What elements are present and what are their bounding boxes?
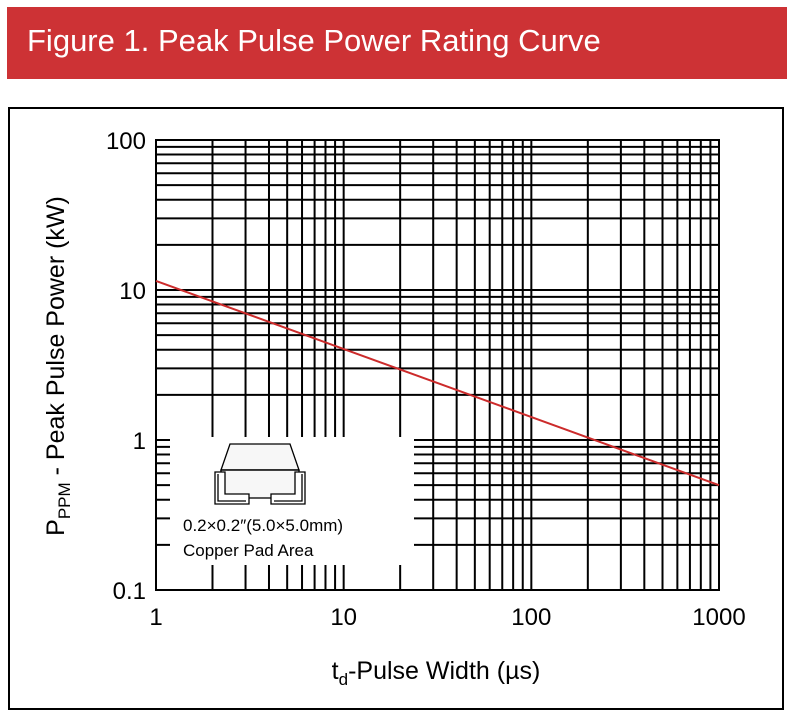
chart-frame (8, 107, 784, 710)
x-tick-label: 100 (511, 604, 551, 631)
figure-title: Figure 1. Peak Pulse Power Rating Curve (27, 23, 601, 58)
inset-pad-size: 0.2×0.2″(5.0×5.0mm) (183, 516, 343, 535)
title-bar: Figure 1. Peak Pulse Power Rating Curve (7, 7, 787, 79)
plot-border (155, 139, 720, 591)
y-tick-label: 100 (106, 128, 146, 155)
x-axis-label: td-Pulse Width (µs) (332, 657, 541, 689)
series-line (155, 279, 720, 487)
x-tick-label: 1000 (692, 604, 745, 631)
x-tick-label: 10 (330, 604, 357, 631)
x-axis-label-main: t (332, 657, 339, 685)
x-axis-label-rest: -Pulse Width (µs) (348, 657, 540, 685)
inset-pad-label: Copper Pad Area (183, 541, 314, 560)
package-icon (214, 443, 306, 505)
y-axis-label-main: P (42, 519, 70, 536)
series-layer (155, 279, 720, 487)
x-tick-label: 1 (149, 604, 162, 631)
y-axis-label-sub: PPM (55, 482, 74, 519)
y-tick-labels: 0.1 1 10 100 (106, 128, 146, 605)
x-tick-labels: 1 10 100 1000 (149, 604, 745, 631)
y-tick-label: 0.1 (113, 578, 146, 605)
x-axis-label-sub: d (339, 670, 348, 689)
y-tick-label: 1 (133, 428, 146, 455)
y-tick-label: 10 (119, 278, 146, 305)
y-axis-label: PPPM - Peak Pulse Power (kW) (42, 196, 74, 536)
inset-panel: 0.2×0.2″(5.0×5.0mm) Copper Pad Area (170, 437, 414, 565)
y-axis-label-rest: - Peak Pulse Power (kW) (42, 196, 70, 482)
